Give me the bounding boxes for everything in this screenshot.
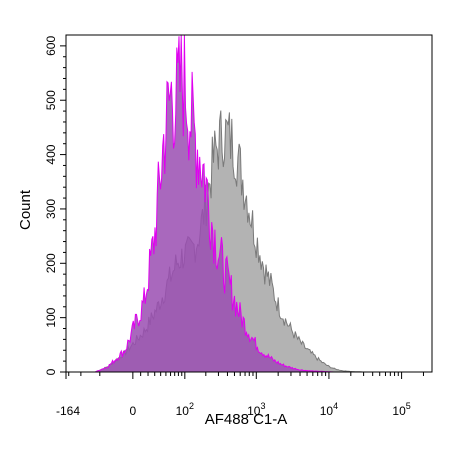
x-tick-label: -164 — [56, 404, 80, 418]
y-tick-label: 200 — [44, 253, 58, 273]
y-tick-label: 500 — [44, 90, 58, 110]
x-tick-label: 104 — [320, 401, 338, 418]
y-tick-label: 400 — [44, 144, 58, 164]
histogram-series-2 — [95, 34, 335, 373]
y-tick-label: 100 — [44, 307, 58, 327]
y-tick-label: 0 — [44, 368, 58, 375]
x-tick-label: 105 — [392, 401, 410, 418]
y-axis: 0 100 200 300 400 500 600 — [44, 36, 66, 375]
x-tick-label: 103 — [247, 401, 265, 418]
y-axis-label: Count — [17, 189, 34, 230]
x-axis: -164 0 102 103 104 105 — [56, 372, 424, 418]
series-layer — [95, 34, 364, 373]
y-tick-label: 300 — [44, 199, 58, 219]
x-tick-label: 102 — [176, 401, 194, 418]
x-axis-label: AF488 C1-A — [205, 411, 288, 428]
y-tick-label: 600 — [44, 36, 58, 56]
x-tick-label: 0 — [130, 404, 137, 418]
